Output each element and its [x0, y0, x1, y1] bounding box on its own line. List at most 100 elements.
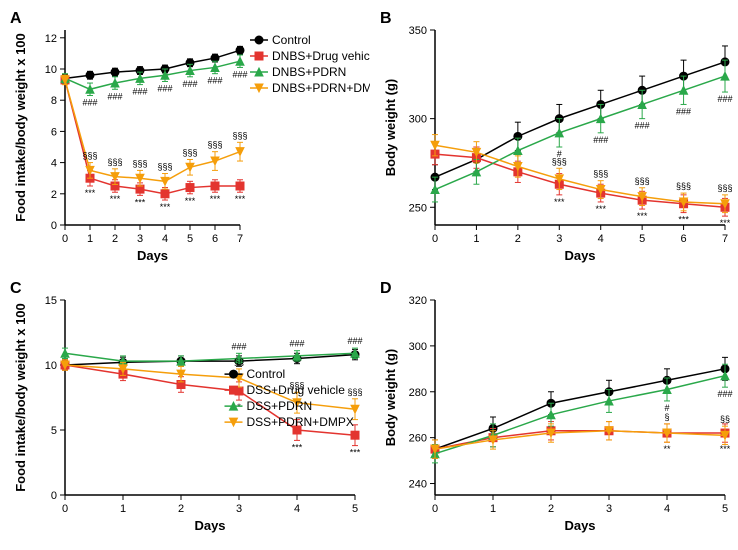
svg-text:Days: Days: [564, 518, 595, 533]
svg-text:###: ###: [231, 341, 246, 351]
svg-text:4: 4: [51, 158, 57, 170]
svg-text:1: 1: [473, 233, 479, 245]
svg-text:DNBS+Drug vehicle: DNBS+Drug vehicle: [272, 49, 370, 63]
svg-text:###: ###: [717, 389, 732, 399]
svg-text:§§§: §§§: [132, 158, 147, 168]
svg-text:5: 5: [352, 503, 358, 515]
svg-text:0: 0: [51, 490, 57, 502]
svg-text:§§§: §§§: [635, 176, 650, 186]
svg-text:Food intake/body weight x 100: Food intake/body weight x 100: [13, 33, 28, 222]
svg-text:§§§: §§§: [593, 169, 608, 179]
svg-text:§§§: §§§: [82, 151, 97, 161]
svg-text:7: 7: [722, 233, 728, 245]
svg-text:3: 3: [556, 233, 562, 245]
panel-grid: A 01234567024681012DaysFood intake/body …: [10, 10, 728, 540]
svg-text:***: ***: [135, 197, 146, 207]
svg-text:0: 0: [51, 220, 57, 232]
svg-text:3: 3: [137, 233, 143, 245]
svg-text:5: 5: [722, 503, 728, 515]
svg-text:6: 6: [681, 233, 687, 245]
svg-text:12: 12: [45, 33, 57, 45]
svg-text:***: ***: [210, 194, 221, 204]
panel-b: B 01234567250300350DaysBody weight (g)**…: [380, 10, 738, 270]
svg-text:***: ***: [110, 194, 121, 204]
svg-text:***: ***: [350, 448, 361, 458]
panel-a: A 01234567024681012DaysFood intake/body …: [10, 10, 370, 270]
svg-text:§§§: §§§: [182, 147, 197, 157]
svg-text:3: 3: [606, 503, 612, 515]
svg-text:###: ###: [182, 79, 197, 89]
svg-text:###: ###: [676, 106, 691, 116]
svg-text:6: 6: [51, 126, 57, 138]
svg-text:***: ***: [637, 211, 648, 221]
svg-text:Body weight (g): Body weight (g): [383, 79, 398, 177]
svg-text:10: 10: [45, 64, 57, 76]
svg-text:7: 7: [237, 233, 243, 245]
panel-label-a: A: [10, 10, 22, 28]
svg-text:***: ***: [595, 204, 606, 214]
svg-text:***: ***: [235, 194, 246, 204]
svg-text:5: 5: [187, 233, 193, 245]
svg-text:Days: Days: [194, 518, 225, 533]
chart-c: 012345051015DaysFood intake/body weight …: [10, 280, 370, 540]
svg-text:***: ***: [292, 442, 303, 452]
svg-text:1: 1: [87, 233, 93, 245]
svg-text:8: 8: [51, 95, 57, 107]
svg-text:###: ###: [635, 121, 650, 131]
svg-text:Control: Control: [272, 33, 311, 47]
svg-text:300: 300: [409, 114, 427, 126]
svg-text:Days: Days: [564, 248, 595, 263]
svg-text:2: 2: [51, 189, 57, 201]
svg-text:0: 0: [432, 233, 438, 245]
svg-text:300: 300: [409, 341, 427, 353]
svg-text:4: 4: [598, 233, 604, 245]
svg-text:Food intake/body weight x 100: Food intake/body weight x 100: [13, 303, 28, 492]
svg-text:***: ***: [85, 188, 96, 198]
svg-text:DSS+Drug vehicle: DSS+Drug vehicle: [247, 383, 346, 397]
svg-text:***: ***: [185, 196, 196, 206]
panel-d: D 012345240260280300320DaysBody weight (…: [380, 280, 738, 540]
svg-text:4: 4: [162, 233, 168, 245]
svg-text:250: 250: [409, 202, 427, 214]
svg-text:###: ###: [593, 135, 608, 145]
svg-text:§§§: §§§: [676, 181, 691, 191]
svg-text:350: 350: [409, 25, 427, 37]
svg-text:###: ###: [347, 336, 362, 346]
svg-text:###: ###: [132, 87, 147, 97]
svg-text:***: ***: [720, 444, 731, 454]
panel-c: C 012345051015DaysFood intake/body weigh…: [10, 280, 370, 540]
svg-text:6: 6: [212, 233, 218, 245]
svg-text:***: ***: [554, 197, 565, 207]
svg-text:Control: Control: [247, 367, 286, 381]
svg-text:Body weight (g): Body weight (g): [383, 349, 398, 447]
svg-text:0: 0: [62, 503, 68, 515]
svg-text:5: 5: [51, 425, 57, 437]
svg-text:240: 240: [409, 479, 427, 491]
panel-label-d: D: [380, 280, 392, 298]
svg-text:5: 5: [639, 233, 645, 245]
svg-text:###: ###: [207, 76, 222, 86]
svg-text:DNBS+PDRN+DMPX: DNBS+PDRN+DMPX: [272, 81, 370, 95]
chart-d: 012345240260280300320DaysBody weight (g)…: [380, 280, 738, 540]
svg-text:320: 320: [409, 295, 427, 307]
svg-text:###: ###: [232, 69, 247, 79]
svg-text:0: 0: [62, 233, 68, 245]
svg-text:1: 1: [120, 503, 126, 515]
svg-text:***: ***: [720, 218, 731, 228]
svg-text:***: ***: [678, 215, 689, 225]
svg-text:§§§: §§§: [107, 157, 122, 167]
svg-text:2: 2: [548, 503, 554, 515]
svg-text:0: 0: [432, 503, 438, 515]
svg-text:§§§: §§§: [347, 387, 362, 397]
svg-text:§: §: [664, 412, 669, 422]
svg-text:§§§: §§§: [232, 130, 247, 140]
svg-text:DSS+PDRN: DSS+PDRN: [247, 399, 313, 413]
svg-text:§§: §§: [720, 414, 730, 424]
svg-text:§§§: §§§: [552, 156, 567, 166]
panel-label-b: B: [380, 10, 392, 28]
svg-text:###: ###: [289, 339, 304, 349]
panel-label-c: C: [10, 280, 22, 298]
svg-text:4: 4: [294, 503, 300, 515]
svg-text:***: ***: [160, 202, 171, 212]
svg-text:§§: §§: [234, 357, 244, 367]
